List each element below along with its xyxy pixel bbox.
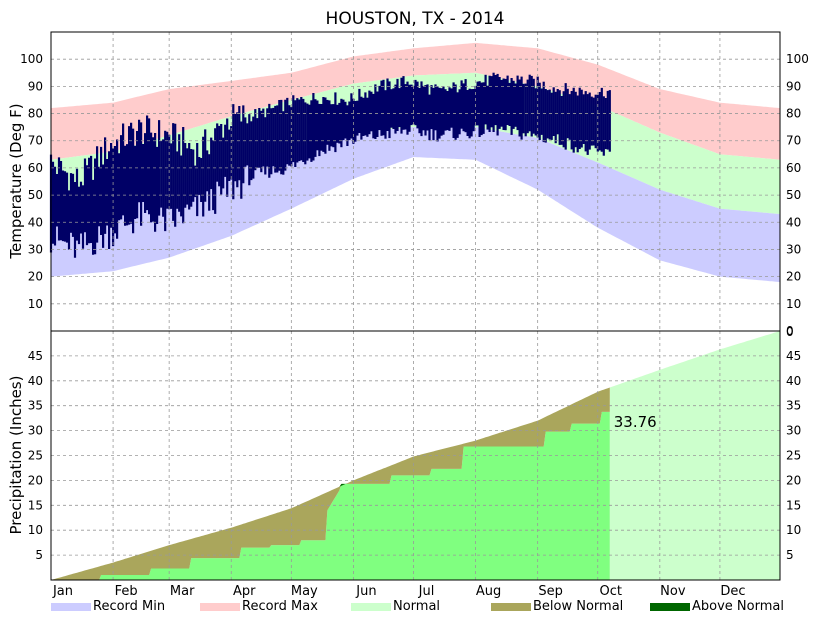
month-label: Dec: [720, 584, 745, 599]
temperature-axis-label: Temperature (Deg F): [7, 103, 25, 259]
month-label: Aug: [476, 584, 501, 599]
chart-title: HOUSTON, TX - 2014: [326, 9, 505, 29]
precipitation-tick-label-left: 5: [35, 548, 43, 562]
precipitation-tick-label-right: 30: [786, 424, 801, 438]
temperature-tick-label-left: 80: [28, 107, 43, 121]
observed-series: [49, 72, 611, 258]
temperature-tick-label-left: 60: [28, 161, 43, 175]
precipitation-tick-label-left: 15: [28, 498, 43, 512]
temperature-grid: [51, 32, 780, 331]
precipitation-panel: 5 5 10 10 15 15 20 20 25 25 30 30 35 35 40 40 45 45 0 33.76…: [28, 325, 802, 599]
temperature-tick-label-right: 60: [786, 161, 801, 175]
legend-swatch: [650, 603, 690, 611]
precipitation-tick-label-left: 45: [28, 349, 43, 363]
month-label: Nov: [660, 584, 686, 599]
legend-swatch: [491, 603, 531, 611]
precipitation-tick-label-right: 15: [786, 498, 801, 512]
legend-label: Below Normal: [533, 599, 623, 614]
temperature-tick-label-right: 80: [786, 107, 801, 121]
precipitation-tick-label-left: 20: [28, 473, 43, 487]
month-label: Jul: [418, 584, 435, 599]
precipitation-tick-label-left: 40: [28, 374, 43, 388]
legend-label: Above Normal: [692, 599, 784, 614]
temperature-tick-label-right: 70: [786, 134, 801, 148]
legend-label: Record Min: [93, 599, 165, 614]
temperature-tick-label-left: 90: [28, 79, 43, 93]
temperature-tick-label-left: 100: [20, 52, 43, 66]
precipitation-tick-label-right: 40: [786, 374, 801, 388]
legend: Record Min Record Max Normal Below Normal Ab…: [51, 599, 784, 614]
legend-label: Record Max: [242, 599, 318, 614]
temperature-tick-label-right: 90: [786, 79, 801, 93]
temperature-tick-label-right: 100: [786, 52, 809, 66]
precipitation-grid: [51, 331, 780, 580]
month-label: Oct: [600, 584, 622, 599]
temperature-tick-label-left: 10: [28, 297, 43, 311]
month-label: Mar: [170, 584, 195, 599]
temperature-tick-label-left: 30: [28, 242, 43, 256]
month-label: Jun: [355, 584, 376, 599]
precipitation-total-label: 33.76: [614, 413, 657, 431]
temperature-tick-label-right: 40: [786, 215, 801, 229]
temperature-tick-label-left: 20: [28, 270, 43, 284]
precipitation-tick-label-left: 35: [28, 399, 43, 413]
temperature-tick-label-left: 70: [28, 134, 43, 148]
precipitation-tick-label-right: 35: [786, 399, 801, 413]
month-label: Jan: [52, 584, 73, 599]
actual-precip-area: [51, 411, 610, 580]
precipitation-tick-label-right: 0: [786, 325, 794, 339]
temperature-tick-label-left: 50: [28, 188, 43, 202]
precipitation-axis-label: Precipitation (Inches): [7, 376, 25, 535]
temperature-tick-label-right: 30: [786, 242, 801, 256]
month-label: May: [291, 584, 318, 599]
precipitation-tick-label-right: 25: [786, 449, 801, 463]
legend-swatch: [51, 603, 91, 611]
temperature-tick-label-right: 50: [786, 188, 801, 202]
temperature-tick-label-right: 0: [786, 324, 794, 338]
legend-label: Normal: [393, 599, 440, 614]
precipitation-tick-label-right: 5: [786, 548, 794, 562]
precipitation-tick-label-right: 10: [786, 523, 801, 537]
precipitation-tick-label-right: 45: [786, 349, 801, 363]
precipitation-tick-label-right: 20: [786, 473, 801, 487]
temperature-panel: 0 10 10 20 20 30 30 40 40 50 50 60 60 70 70 80 80 90 90 100…: [20, 31, 809, 338]
month-label: Apr: [233, 584, 256, 599]
temperature-tick-label-right: 10: [786, 297, 801, 311]
month-label: Feb: [115, 584, 138, 599]
temperature-tick-label-left: 40: [28, 215, 43, 229]
legend-swatch: [200, 603, 240, 611]
legend-swatch: [351, 603, 391, 611]
month-label: Sep: [538, 584, 563, 599]
record-max-band: [51, 42, 780, 160]
precipitation-tick-label-left: 25: [28, 449, 43, 463]
precipitation-tick-label-left: 30: [28, 424, 43, 438]
precipitation-tick-label-left: 10: [28, 523, 43, 537]
temperature-tick-label-right: 20: [786, 270, 801, 284]
